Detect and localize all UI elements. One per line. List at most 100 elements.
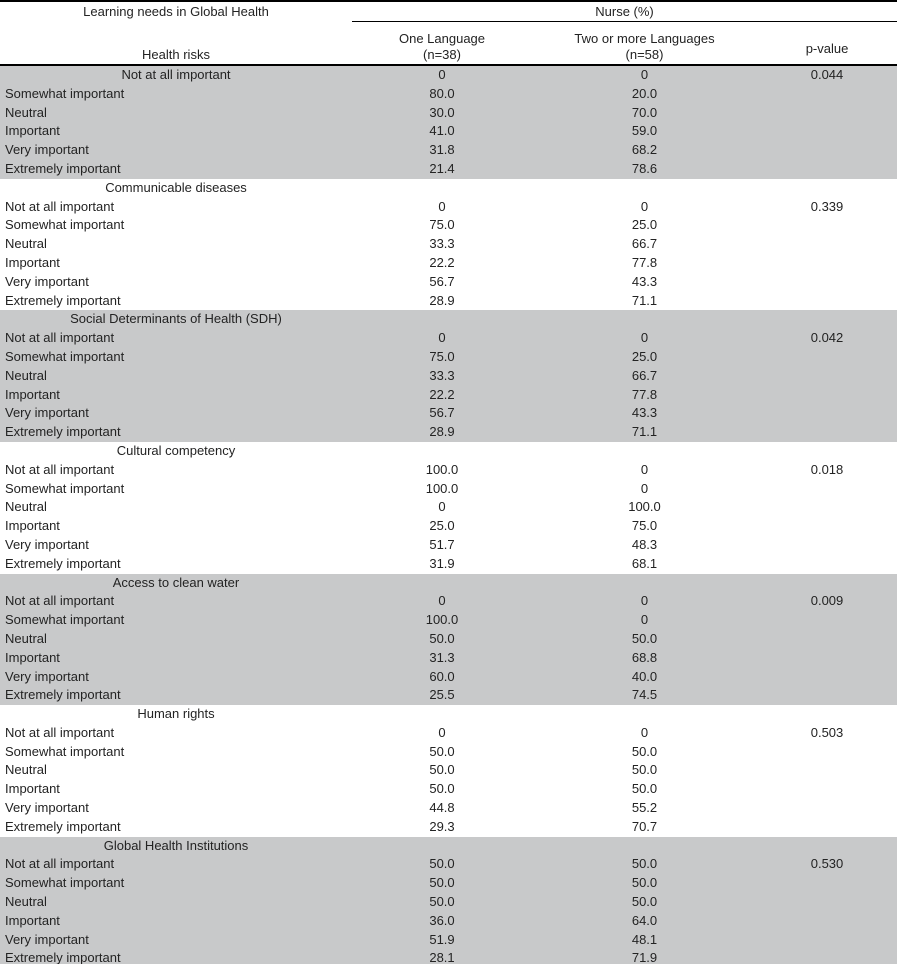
value-one-language: 50.0 xyxy=(429,762,455,778)
column-header-two-languages: Two or more Languages (n=58) xyxy=(532,21,757,66)
value-two-languages: 66.7 xyxy=(532,366,757,386)
value-p xyxy=(757,536,897,555)
value-two-languages: 55.2 xyxy=(631,800,658,816)
value-two-languages: 20.0 xyxy=(532,84,757,104)
value-one-language: 50.0 xyxy=(429,781,455,797)
value-one-language: 25.5 xyxy=(352,686,532,706)
row-label: Important xyxy=(0,385,352,405)
value-one-language: 25.0 xyxy=(429,518,455,534)
value-two-languages: 0 xyxy=(532,592,757,612)
value-one-language: 50.0 xyxy=(352,893,532,912)
value-one-language: 22.2 xyxy=(352,385,532,405)
table-row: Extremely important 21.4 78.6 xyxy=(0,159,897,179)
section-title-row: Communicable diseases xyxy=(0,179,897,198)
empty-cell xyxy=(757,442,897,461)
empty-cell xyxy=(532,179,757,198)
empty-cell xyxy=(757,573,897,593)
table-row: Very important 51.7 48.3 xyxy=(0,536,897,555)
row-label: Very important xyxy=(0,930,352,950)
table-row: Not at all important 100.0 0 0.018 xyxy=(0,461,897,480)
value-p xyxy=(757,874,897,894)
value-p xyxy=(757,629,897,649)
value-p xyxy=(757,122,897,142)
value-two-languages: 50.0 xyxy=(532,855,757,875)
value-one-language: 75.0 xyxy=(429,217,455,233)
column-header-pvalue: p-value xyxy=(757,21,897,66)
row-label: Important xyxy=(0,648,352,668)
table-row: Somewhat important 75.0 25.0 xyxy=(0,216,897,235)
empty-cell xyxy=(532,442,757,461)
table-row: Neutral 30.0 70.0 xyxy=(0,103,897,123)
row-label: Somewhat important xyxy=(5,480,125,496)
value-p: 0.009 xyxy=(757,592,897,612)
column-header-two-languages-line1: Two or more Languages xyxy=(574,31,715,46)
value-p xyxy=(757,385,897,405)
column-header-one-language-line1: One Language xyxy=(398,31,486,46)
value-one-language: 44.8 xyxy=(429,800,455,816)
value-two-languages: 50.0 xyxy=(532,629,757,649)
row-label: Somewhat important xyxy=(5,217,125,233)
empty-cell xyxy=(352,573,532,593)
row-label: Neutral xyxy=(5,762,47,778)
value-one-language: 100.0 xyxy=(352,611,532,630)
table-row: Very important 60.0 40.0 xyxy=(0,667,897,687)
row-label: Somewhat important xyxy=(0,84,352,104)
value-two-languages: 70.7 xyxy=(631,818,658,834)
value-two-languages: 50.0 xyxy=(631,781,658,797)
value-p xyxy=(757,517,897,536)
value-two-languages: 77.8 xyxy=(532,385,757,405)
value-p xyxy=(757,480,897,499)
table-row: Somewhat important 100.0 0 xyxy=(0,611,897,630)
value-two-languages: 40.0 xyxy=(532,667,757,687)
value-two-languages: 0 xyxy=(640,724,649,740)
value-p xyxy=(757,404,897,424)
row-label: Somewhat important xyxy=(5,743,125,759)
value-two-languages: 78.6 xyxy=(532,159,757,179)
value-one-language: 60.0 xyxy=(352,667,532,687)
value-p xyxy=(757,159,897,179)
value-p xyxy=(757,949,897,964)
value-one-language: 80.0 xyxy=(352,84,532,104)
section-title: Cultural competency xyxy=(116,442,236,458)
value-two-languages: 66.7 xyxy=(631,236,658,252)
value-p xyxy=(757,103,897,123)
value-two-languages: 68.2 xyxy=(532,141,757,160)
value-one-language: 50.0 xyxy=(352,629,532,649)
row-label: Neutral xyxy=(5,236,47,252)
value-one-language: 50.0 xyxy=(429,743,455,759)
row-label: Somewhat important xyxy=(0,874,352,894)
value-one-language: 31.8 xyxy=(352,141,532,160)
row-label: Important xyxy=(5,518,60,534)
value-two-languages: 43.3 xyxy=(631,273,658,289)
value-one-language: 0 xyxy=(438,198,446,214)
table-row: Not at all important 0 0 0.042 xyxy=(0,329,897,348)
value-one-language: 31.9 xyxy=(429,555,455,571)
empty-cell xyxy=(757,179,897,198)
value-one-language: 22.2 xyxy=(429,254,455,270)
empty-cell xyxy=(757,705,897,724)
value-p xyxy=(757,141,897,160)
value-two-languages: 50.0 xyxy=(532,874,757,894)
row-label: Not at all important xyxy=(0,855,352,875)
empty-cell xyxy=(532,705,757,724)
table-row: Very important 44.8 55.2 xyxy=(0,799,897,818)
value-one-language: 50.0 xyxy=(352,874,532,894)
value-one-language: 100.0 xyxy=(425,461,459,477)
table-header: Learning needs in Global Health Nurse (%… xyxy=(0,1,897,66)
table-row: Somewhat important 75.0 25.0 xyxy=(0,347,897,367)
row-label: Somewhat important xyxy=(0,347,352,367)
table-row: Not at all important 50.0 50.0 0.530 xyxy=(0,855,897,875)
value-one-language: 56.7 xyxy=(429,273,455,289)
row-label: Not at all important xyxy=(0,65,352,85)
value-one-language: 28.9 xyxy=(429,292,455,308)
value-p xyxy=(757,273,897,292)
empty-cell xyxy=(757,836,897,856)
value-one-language: 0 xyxy=(352,329,532,348)
row-label: Not at all important xyxy=(5,724,115,740)
value-one-language: 56.7 xyxy=(352,404,532,424)
value-two-languages: 77.8 xyxy=(631,254,658,270)
empty-cell xyxy=(352,705,532,724)
value-two-languages: 50.0 xyxy=(631,743,658,759)
row-label: Important xyxy=(0,122,352,142)
